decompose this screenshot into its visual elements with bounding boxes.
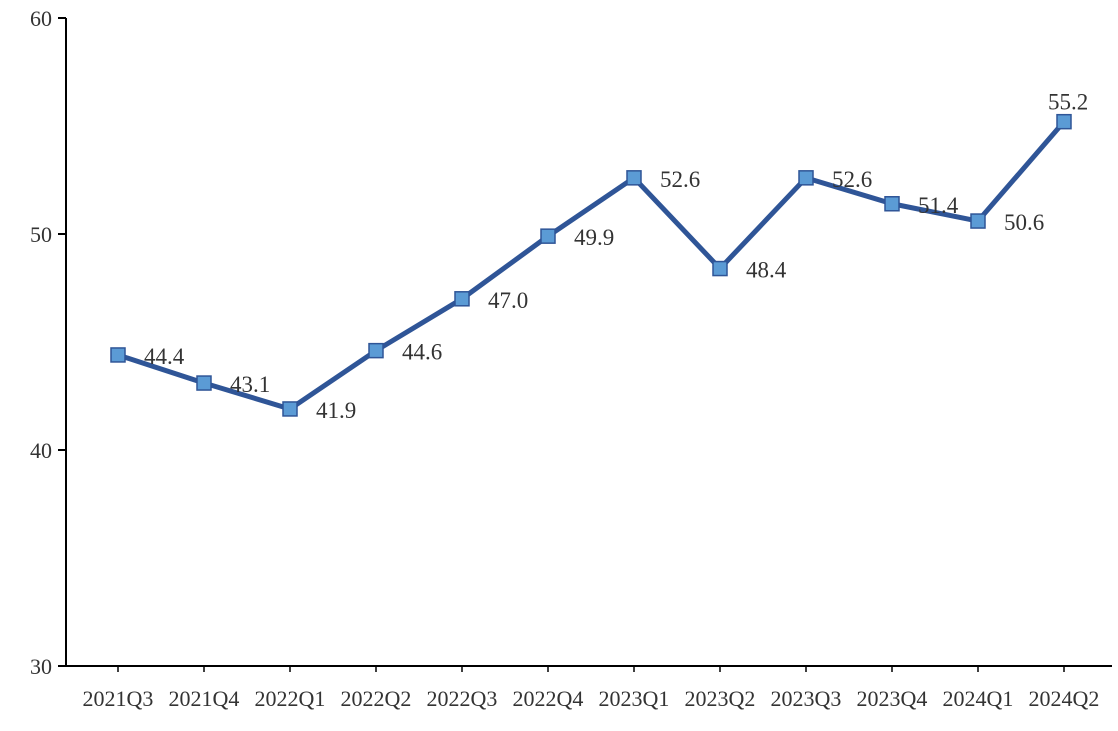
- x-tick-label: 2022Q3: [427, 686, 498, 711]
- data-point: [970, 213, 986, 229]
- data-point: [282, 401, 298, 417]
- data-label: 41.9: [316, 398, 356, 423]
- x-tick-label: 2024Q1: [943, 686, 1014, 711]
- y-tick-label: 50: [30, 222, 52, 247]
- data-point: [454, 291, 470, 307]
- data-label: 52.6: [660, 167, 700, 192]
- y-tick-label: 40: [30, 438, 52, 463]
- y-tick-label: 60: [30, 6, 52, 31]
- data-label: 51.4: [918, 193, 959, 218]
- data-point: [1056, 113, 1072, 130]
- x-tick-label: 2022Q1: [255, 686, 326, 711]
- data-label: 49.9: [574, 225, 614, 250]
- series-layer: [110, 113, 1072, 417]
- data-labels: 44.4 43.1 41.9 44.6 47.0 49.9 52.6 48.4 52.6 51.4…: [144, 90, 1088, 423]
- data-label: 52.6: [832, 167, 872, 192]
- data-point: [626, 170, 642, 186]
- y-tick-label: 30: [30, 654, 52, 679]
- x-tick-label: 2021Q4: [169, 686, 240, 711]
- data-point: [884, 196, 900, 212]
- x-tick-label: 2021Q3: [83, 686, 154, 711]
- data-label: 50.6: [1004, 210, 1044, 235]
- data-point: [540, 228, 556, 244]
- data-point: [798, 170, 814, 186]
- data-label: 44.6: [402, 340, 442, 365]
- data-label: 44.4: [144, 344, 185, 369]
- x-axis: 2021Q3 2021Q4 2022Q1 2022Q2 2022Q3 2022Q4 2023…: [66, 665, 1112, 711]
- data-point: [712, 260, 728, 277]
- x-tick-label: 2024Q2: [1029, 686, 1100, 711]
- data-label: 43.1: [230, 372, 270, 397]
- data-point: [110, 347, 126, 363]
- data-label: 48.4: [746, 258, 787, 283]
- y-axis: 30 40 50 60: [30, 6, 67, 679]
- data-label: 55.2: [1048, 90, 1088, 115]
- data-point: [196, 375, 212, 391]
- data-point: [368, 342, 384, 359]
- x-tick-label: 2023Q2: [685, 686, 756, 711]
- x-tick-label: 2023Q3: [771, 686, 842, 711]
- x-tick-label: 2023Q4: [857, 686, 928, 711]
- x-tick-label: 2022Q2: [341, 686, 412, 711]
- series-line: [115, 119, 1067, 412]
- data-label: 47.0: [488, 288, 528, 313]
- x-tick-label: 2022Q4: [513, 686, 584, 711]
- x-tick-label: 2023Q1: [599, 686, 670, 711]
